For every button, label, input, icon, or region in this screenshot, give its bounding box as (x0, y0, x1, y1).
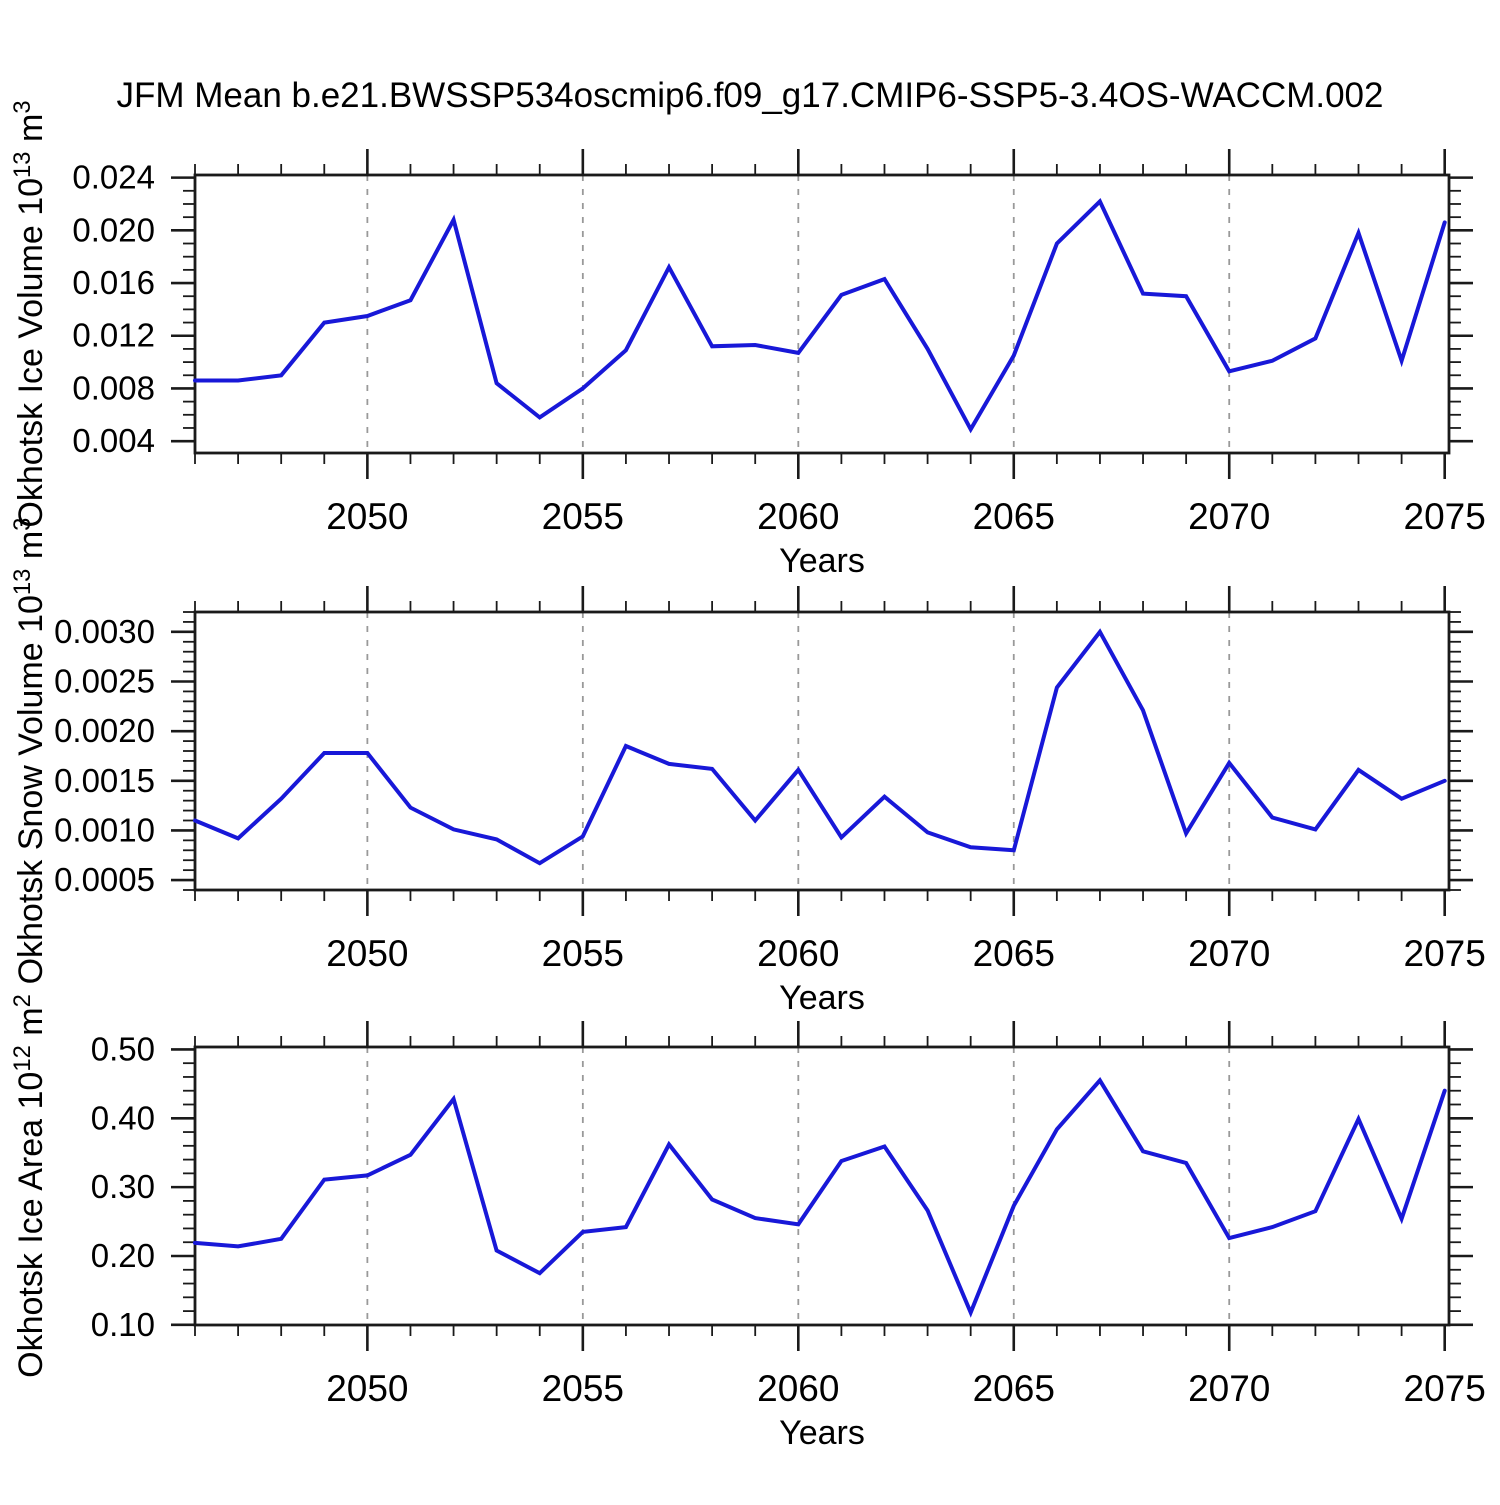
y-tick-label: 0.016 (72, 264, 155, 301)
y-tick-label: 0.30 (91, 1168, 155, 1205)
y-tick-label: 0.0025 (54, 663, 155, 700)
plot-box (193, 1045, 1451, 1327)
y-tick-label: 0.012 (72, 317, 155, 354)
y-tick-label: 0.0020 (54, 712, 155, 749)
x-tick-label: 2075 (1404, 496, 1486, 537)
x-tick-label: 2070 (1188, 933, 1270, 974)
y-tick-label: 0.0010 (54, 811, 155, 848)
x-tick-label: 2070 (1188, 496, 1270, 537)
x-tick-label: 2075 (1404, 1368, 1486, 1409)
plot-box (193, 173, 1451, 455)
x-tick-label: 2070 (1188, 1368, 1270, 1409)
x-tick-label: 2060 (757, 933, 839, 974)
series-line-ice-area (193, 1077, 1447, 1318)
x-tick-label: 2050 (326, 496, 408, 537)
x-tick-label: 2065 (973, 933, 1055, 974)
y-tick-label: 0.20 (91, 1237, 155, 1274)
x-tick-label: 2065 (973, 496, 1055, 537)
y-tick-label: 0.0015 (54, 762, 155, 799)
figure-title: JFM Mean b.e21.BWSSP534oscmip6.f09_g17.C… (116, 76, 1383, 115)
x-tick-label: 2075 (1404, 933, 1486, 974)
x-tick-label: 2065 (973, 1368, 1055, 1409)
series-line-ice-volume (193, 197, 1447, 434)
y-tick-label: 0.024 (72, 159, 155, 196)
x-axis-title: Years (779, 979, 865, 1017)
x-tick-label: 2055 (542, 1368, 624, 1409)
y-tick-label: 0.020 (72, 211, 155, 248)
y-axis-title: Okhotsk Ice Volume 1013 m3 (9, 100, 50, 527)
x-tick-label: 2060 (757, 1368, 839, 1409)
y-axis-title: Okhotsk Ice Area 1012 m2 (9, 994, 50, 1378)
y-tick-label: 0.10 (91, 1306, 155, 1343)
y-tick-label: 0.0005 (54, 861, 155, 898)
x-axis-title: Years (779, 1414, 865, 1452)
x-tick-label: 2055 (542, 496, 624, 537)
x-tick-label: 2055 (542, 933, 624, 974)
x-tick-label: 2060 (757, 496, 839, 537)
panel-ice-volume: 0.004 0.008 0.012 0.016 0.020 0.024 2050 2055 20… (9, 100, 1486, 580)
chart-panels: 0.004 0.008 0.012 0.016 0.020 0.024 2050 2055 20… (9, 100, 1486, 1452)
panel-snow-volume: 0.0005 0.0010 0.0015 0.0020 0.0025 0.0030 2050… (9, 518, 1486, 1017)
y-axis-title: Okhotsk Snow Volume 1013 m3 (9, 518, 50, 985)
y-tick-label: 0.40 (91, 1099, 155, 1136)
y-tick-label: 0.008 (72, 369, 155, 406)
y-tick-label: 0.0030 (54, 613, 155, 650)
x-axis-title: Years (779, 542, 865, 580)
panel-ice-area: 0.10 0.20 0.30 0.40 0.50 2050 2055 2060 2065 2070… (9, 994, 1486, 1452)
x-tick-label: 2050 (326, 933, 408, 974)
y-tick-label: 0.004 (72, 422, 155, 459)
y-tick-label: 0.50 (91, 1030, 155, 1067)
series-line-snow-volume (193, 628, 1447, 866)
x-tick-label: 2050 (326, 1368, 408, 1409)
plot-box (193, 610, 1451, 892)
